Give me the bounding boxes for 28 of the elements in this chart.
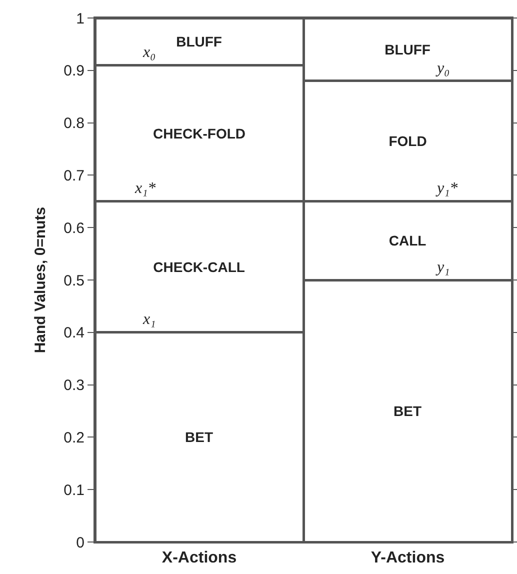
annotation: x₁ [142,311,156,328]
y-tick-label: 0.8 [64,115,84,132]
y-tick-label: 0.1 [64,482,84,499]
y-tick-label: 0.2 [64,429,84,446]
y-axis-title: Hand Values, 0=nuts [32,206,50,354]
x-tick-label: Y-Actions [370,550,445,567]
data-label: BLUFF [384,41,431,58]
annotation: x₁* [134,180,156,197]
y-tick-label: 0 [76,534,84,552]
annotation: y₁ [435,259,450,276]
y-tick-label: 0.9 [64,62,84,80]
y-tick-label: 0.3 [64,377,84,394]
data-label: CALL [388,232,427,249]
data-label: CHECK-FOLD [152,125,246,142]
data-label: BET [394,403,422,419]
x-tick-label: X-Actions [162,550,237,567]
y-tick-label: 1 [76,10,84,28]
data-label: FOLD [388,133,427,150]
data-label: CHECK-CALL [153,258,246,275]
annotation: y₁* [435,180,458,197]
annotation: x₀ [142,44,156,61]
data-label: BET [185,429,214,446]
y-tick-label: 0.7 [64,167,84,184]
y-tick-label: 0.5 [64,272,84,290]
data-label: BLUFF [176,34,222,50]
annotation: y₀ [435,60,450,77]
y-tick-label: 0.4 [64,324,84,342]
y-tick-label: 0.6 [64,220,84,237]
